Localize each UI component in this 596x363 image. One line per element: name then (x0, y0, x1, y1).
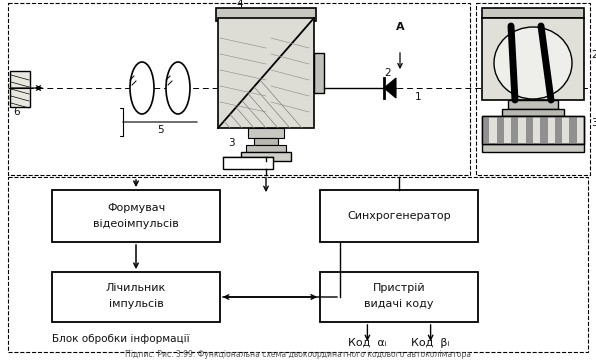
Text: A: A (396, 22, 404, 32)
Text: імпульсів: імпульсів (108, 299, 163, 309)
Bar (254, 138, 278, 145)
Bar (508, 100, 558, 109)
Text: Блок обробки інформації: Блок обробки інформації (52, 334, 190, 344)
Text: Код  βᵢ: Код βᵢ (411, 338, 450, 348)
Bar (482, 18, 584, 100)
Ellipse shape (130, 62, 154, 114)
Bar (223, 157, 273, 169)
Bar (476, 3, 590, 175)
Bar (10, 71, 30, 107)
Bar (314, 53, 324, 93)
Bar (482, 8, 584, 18)
Ellipse shape (166, 62, 190, 114)
Text: Синхрогенератор: Синхрогенератор (347, 211, 451, 221)
Bar (482, 116, 584, 144)
Text: Пристрій: Пристрій (372, 283, 426, 293)
Bar (52, 190, 220, 242)
Bar (482, 116, 584, 144)
Text: видачі коду: видачі коду (364, 299, 434, 309)
Bar (52, 272, 220, 322)
Text: Код  αᵢ: Код αᵢ (348, 338, 387, 348)
Bar (569, 116, 577, 144)
Text: Лічильник: Лічильник (106, 283, 166, 293)
Bar (246, 145, 286, 152)
Text: 2: 2 (591, 50, 596, 60)
Ellipse shape (494, 27, 572, 99)
Bar (8, 3, 470, 175)
Text: 3: 3 (228, 138, 234, 148)
Bar (555, 116, 562, 144)
Bar (511, 116, 519, 144)
Bar (482, 116, 489, 144)
Text: Формувач: Формувач (107, 203, 165, 213)
Text: відеоімпульсів: відеоімпульсів (93, 219, 179, 229)
Bar (218, 18, 314, 128)
Bar (8, 177, 588, 352)
Bar (526, 116, 533, 144)
Text: 1: 1 (415, 92, 421, 102)
Text: 2: 2 (384, 68, 392, 78)
Bar (496, 116, 504, 144)
Bar (541, 116, 548, 144)
Bar (482, 144, 584, 152)
Text: 5: 5 (157, 125, 163, 135)
Text: 4: 4 (237, 0, 243, 9)
Text: 3: 3 (591, 118, 596, 128)
Text: 6: 6 (14, 107, 20, 117)
Text: Підпис: Рис. 3.99. Функціональна схема двокоординатного кодового автоколіматора: Підпис: Рис. 3.99. Функціональна схема д… (125, 350, 471, 359)
Bar (502, 109, 564, 116)
Bar (216, 8, 316, 21)
Bar (320, 190, 478, 242)
Polygon shape (384, 78, 396, 98)
Bar (248, 128, 284, 138)
Bar (241, 152, 291, 161)
Bar (320, 272, 478, 322)
